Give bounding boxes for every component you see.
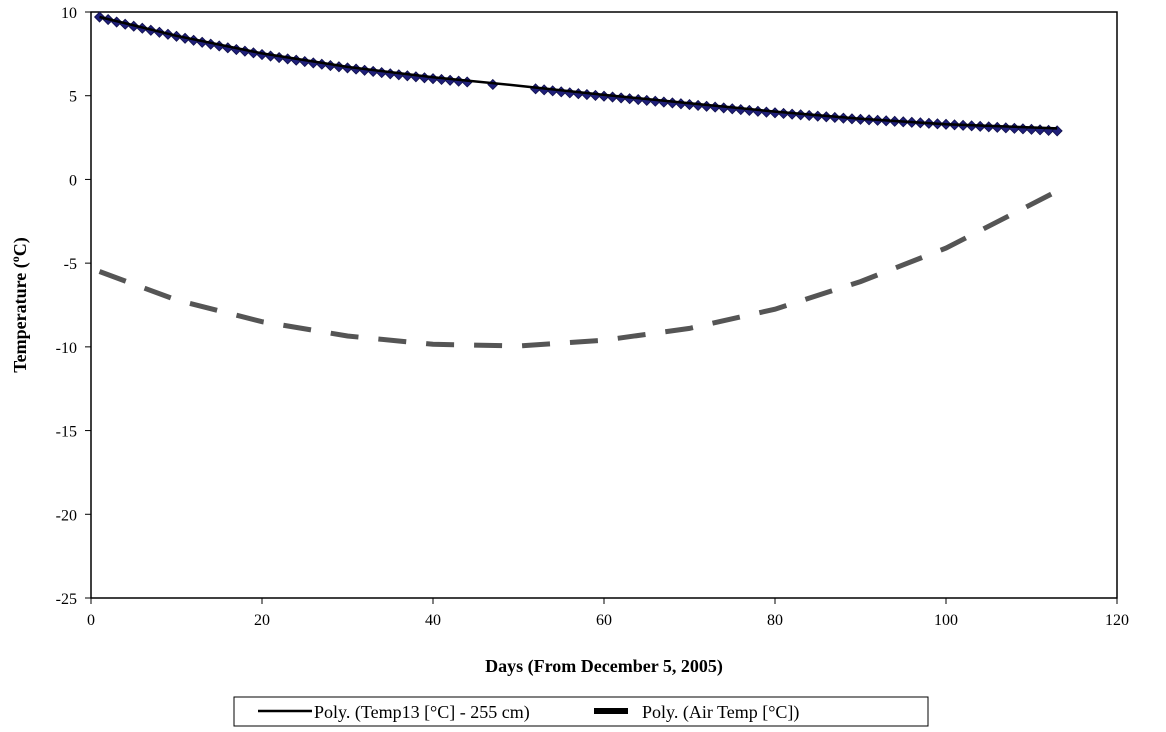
legend: Poly. (Temp13 [°C] - 255 cm) Poly. (Air …: [233, 696, 929, 727]
air-temp-trend-line: [98, 188, 1059, 349]
x-tick-label: 20: [254, 612, 270, 629]
x-tick-label: 120: [1105, 612, 1129, 629]
y-tick-label: -20: [56, 507, 77, 524]
y-tick-label: 5: [69, 89, 77, 106]
legend-label-temp13: Poly. (Temp13 [°C] - 255 cm): [314, 702, 530, 723]
legend-box: [233, 696, 929, 727]
x-tick-label: 100: [934, 612, 958, 629]
x-axis-title: Days (From December 5, 2005): [485, 656, 723, 677]
data-layer: [93, 11, 1063, 349]
x-tick-label: 0: [87, 612, 95, 629]
y-axis-title-main: Temperature (: [10, 262, 31, 372]
x-tick-label: 80: [767, 612, 783, 629]
legend-label-air-temp: Poly. (Air Temp [°C]): [642, 702, 799, 723]
y-axis-title-sup: o: [8, 256, 22, 262]
plot-area: [90, 11, 1118, 599]
y-tick-label: -5: [64, 256, 77, 273]
y-tick-label: -25: [56, 591, 77, 608]
y-axis-title-end: C): [10, 237, 31, 256]
x-tick-label: 60: [596, 612, 612, 629]
y-tick-label: 0: [69, 172, 77, 189]
temp13-trend-line: [99, 15, 1058, 130]
y-tick-label: -15: [56, 424, 77, 441]
y-tick-label: -10: [56, 340, 77, 357]
x-tick-label: 40: [425, 612, 441, 629]
y-axis-title: Temperature (oC): [8, 237, 31, 372]
y-tick-label: 10: [61, 5, 77, 22]
ticks-layer: 0 20 40 60 80 100 120 10 5 0 -5 -10 -15 -20 -25: [56, 5, 1129, 629]
